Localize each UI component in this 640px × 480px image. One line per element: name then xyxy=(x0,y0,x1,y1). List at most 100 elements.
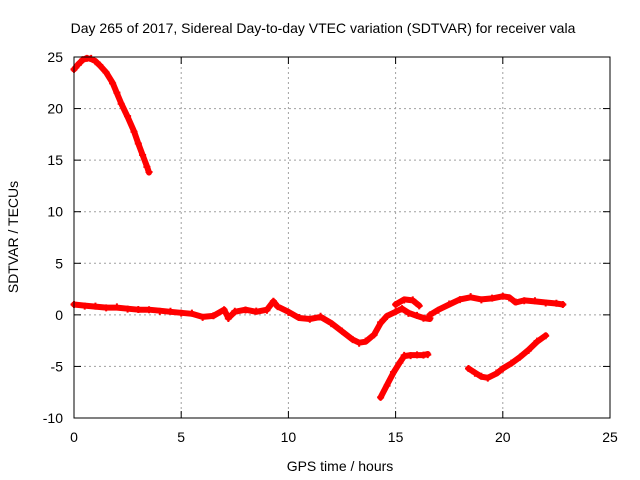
data-point xyxy=(396,359,404,367)
data-point xyxy=(263,306,271,314)
data-point xyxy=(242,306,250,314)
data-point xyxy=(499,365,507,373)
data-point xyxy=(177,309,185,317)
data-point xyxy=(81,302,89,310)
y-tick-label: 5 xyxy=(55,255,63,271)
data-point xyxy=(143,163,151,171)
data-point xyxy=(488,294,496,302)
data-point xyxy=(231,307,239,315)
data-point xyxy=(145,168,153,176)
x-tick-label: 25 xyxy=(602,429,618,445)
data-point xyxy=(409,296,417,304)
data-point xyxy=(398,305,406,313)
data-point xyxy=(362,337,370,345)
data-point xyxy=(209,312,217,320)
data-point xyxy=(413,311,421,319)
data-point xyxy=(252,307,260,315)
data-layer xyxy=(70,54,567,401)
data-point xyxy=(124,305,132,313)
data-point xyxy=(525,347,533,355)
data-point xyxy=(102,68,110,76)
data-point xyxy=(499,292,507,300)
data-point xyxy=(415,302,423,310)
data-point xyxy=(426,311,434,319)
data-point xyxy=(156,307,164,315)
y-tick-label: 20 xyxy=(47,101,63,117)
data-point xyxy=(542,332,550,340)
data-point xyxy=(96,61,104,69)
ticks: 0 5 10 15 20 25 -10 -5 0 5 10 15 20 25 xyxy=(43,49,618,445)
data-point xyxy=(477,372,485,380)
data-point xyxy=(424,351,432,359)
data-point xyxy=(434,306,442,314)
series-line-segment-3 xyxy=(392,296,423,309)
data-point xyxy=(542,299,550,307)
data-point xyxy=(139,151,147,159)
x-tick-label: 5 xyxy=(177,429,185,445)
series-line-segment-2 xyxy=(71,298,433,346)
data-point xyxy=(355,339,363,347)
data-point xyxy=(284,308,292,316)
y-tick-label: -10 xyxy=(43,410,63,426)
data-point xyxy=(404,309,412,317)
x-tick-label: 15 xyxy=(388,429,404,445)
data-point xyxy=(224,315,232,323)
data-point xyxy=(516,353,524,361)
data-point xyxy=(392,308,400,316)
data-point xyxy=(91,58,99,66)
data-point xyxy=(552,299,560,307)
data-point xyxy=(199,313,207,321)
data-point xyxy=(400,296,408,304)
data-point xyxy=(477,296,485,304)
data-point xyxy=(464,364,472,372)
y-axis-label: SDTVAR / TECUs xyxy=(5,181,21,293)
data-point xyxy=(113,89,121,97)
data-point xyxy=(87,54,95,62)
x-tick-label: 10 xyxy=(281,429,297,445)
data-point xyxy=(484,374,492,382)
data-point xyxy=(383,312,391,320)
data-point xyxy=(274,303,282,311)
x-tick-label: 0 xyxy=(70,429,78,445)
data-point xyxy=(338,327,346,335)
y-tick-label: 10 xyxy=(47,204,63,220)
y-tick-label: 15 xyxy=(47,152,63,168)
data-point xyxy=(109,79,117,87)
data-point xyxy=(533,337,541,345)
data-point xyxy=(559,301,567,309)
data-point xyxy=(306,315,314,323)
data-point xyxy=(512,298,520,306)
data-point xyxy=(413,351,421,359)
data-point xyxy=(91,302,99,310)
data-point xyxy=(392,301,400,309)
data-point xyxy=(383,382,391,390)
data-point xyxy=(102,304,110,312)
data-point xyxy=(113,303,121,311)
data-point xyxy=(520,297,528,305)
data-point xyxy=(166,307,174,315)
data-point xyxy=(507,359,515,367)
data-point xyxy=(445,300,453,308)
data-point xyxy=(188,309,196,317)
data-point xyxy=(134,306,142,313)
x-tick-label: 20 xyxy=(495,429,511,445)
data-point xyxy=(145,306,153,314)
data-point xyxy=(467,293,475,301)
data-point xyxy=(377,393,385,401)
data-point xyxy=(124,112,132,120)
data-point xyxy=(370,331,378,339)
data-point xyxy=(419,314,427,322)
data-point xyxy=(295,313,303,321)
data-point xyxy=(377,318,385,326)
data-point xyxy=(220,306,228,314)
data-point xyxy=(117,100,125,108)
y-tick-label: -5 xyxy=(51,358,64,374)
data-point xyxy=(407,352,415,360)
plot-frame xyxy=(73,56,611,419)
data-point xyxy=(531,297,539,305)
data-point xyxy=(269,297,277,305)
data-point xyxy=(400,351,408,359)
grid xyxy=(74,57,610,418)
